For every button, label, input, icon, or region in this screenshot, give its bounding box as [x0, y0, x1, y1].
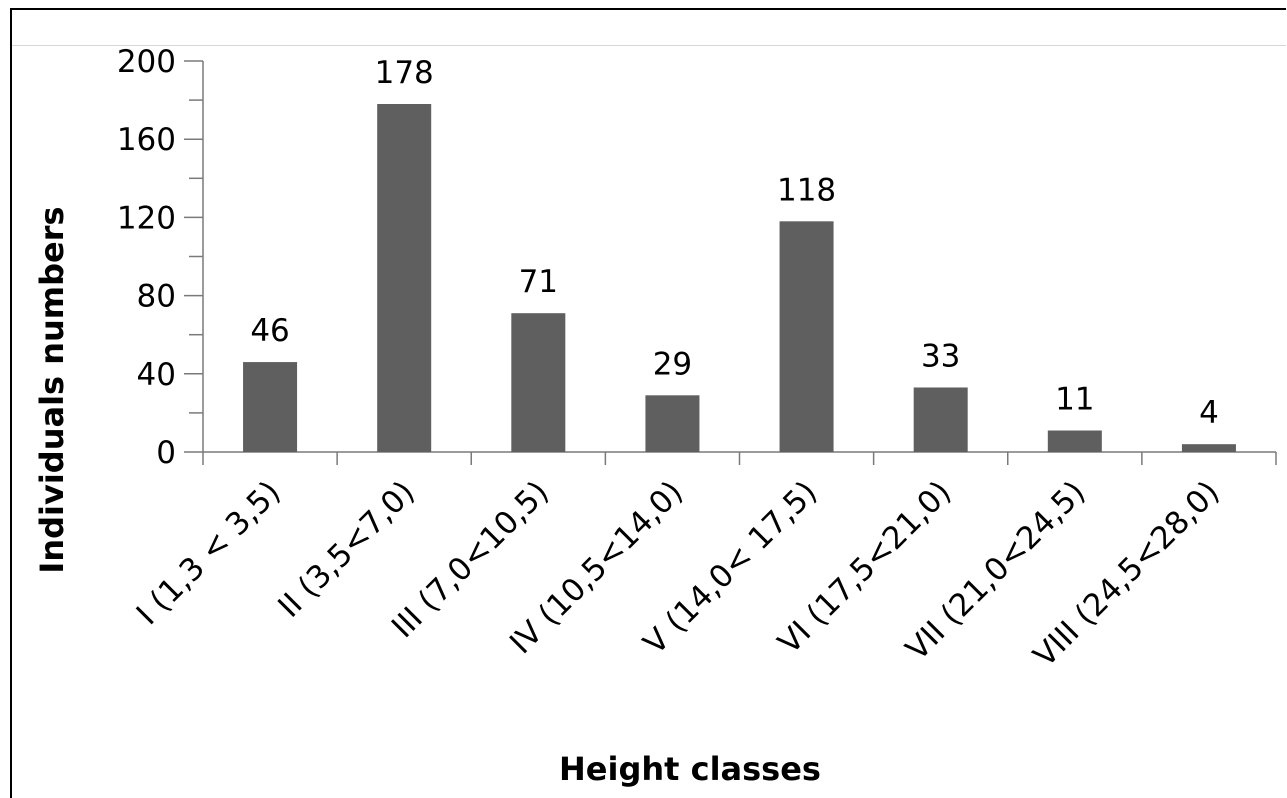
bar — [1181, 444, 1236, 452]
data-label: 11 — [1055, 381, 1094, 417]
bar — [377, 104, 432, 452]
data-label: 178 — [375, 55, 434, 91]
chart-frame — [10, 8, 1286, 798]
x-axis-title: Height classes — [559, 750, 821, 788]
bar — [243, 362, 298, 452]
data-label: 29 — [653, 346, 692, 382]
x-tick-label: I (1,3 < 3,5) — [130, 474, 288, 632]
y-tick-label: 0 — [156, 435, 176, 471]
y-tick-label: 40 — [137, 357, 176, 393]
data-label: 33 — [921, 338, 960, 374]
data-label: 118 — [777, 172, 836, 208]
x-tick-label: II (3,5<7,0) — [271, 474, 422, 625]
bar — [645, 395, 700, 452]
labels: 0 40 80 120 160 200 46 I (1,3 < 3,5) 178 II (3,5<… — [117, 44, 1227, 674]
top-divider — [12, 45, 1286, 46]
y-tick-label: 80 — [137, 279, 176, 315]
axes — [184, 60, 1277, 465]
bar — [779, 221, 834, 452]
bar — [913, 387, 968, 452]
y-tick-label: 120 — [117, 200, 176, 236]
data-label: 46 — [250, 313, 289, 349]
data-label: 4 — [1199, 395, 1219, 431]
y-axis-title: Individuals numbers — [33, 206, 71, 573]
bar — [1047, 430, 1102, 452]
y-tick-label: 160 — [117, 122, 176, 158]
bars — [243, 104, 1236, 452]
bar — [511, 313, 566, 452]
data-label: 71 — [519, 264, 558, 300]
y-tick-label: 200 — [117, 44, 176, 80]
